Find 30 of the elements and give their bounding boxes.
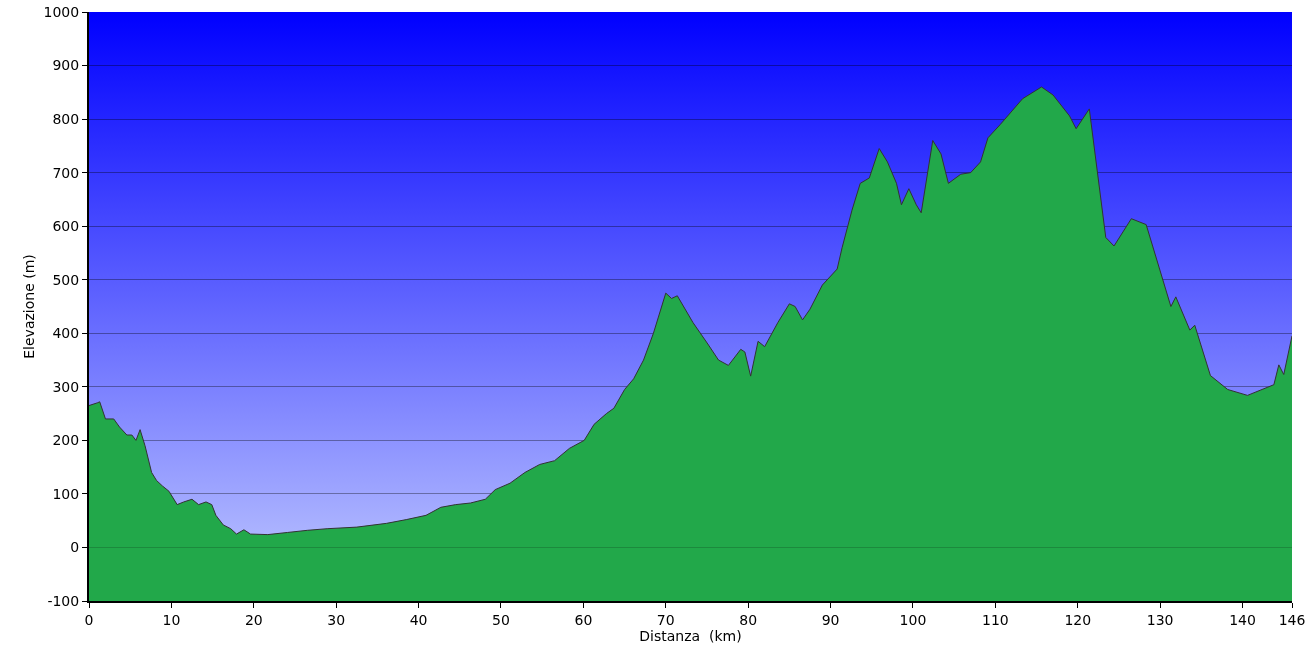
x-tick-label: 70 bbox=[656, 611, 675, 628]
y-tick-label: 600 bbox=[52, 218, 80, 235]
y-tick-label: 100 bbox=[52, 485, 80, 502]
y-tick-label: -100 bbox=[47, 592, 80, 609]
x-tick-label: 50 bbox=[492, 611, 510, 628]
x-tick-label: 40 bbox=[409, 611, 428, 628]
x-axis-title: Distanza (km) bbox=[639, 627, 742, 644]
x-tick-label: 120 bbox=[1064, 611, 1092, 628]
x-tick-label: 110 bbox=[982, 611, 1009, 628]
x-tick-label: 130 bbox=[1146, 611, 1174, 628]
x-tick-label: 60 bbox=[574, 611, 593, 628]
x-tick-label: 100 bbox=[899, 611, 927, 628]
y-tick-label: 300 bbox=[52, 378, 80, 395]
y-tick-label: 900 bbox=[52, 57, 80, 74]
y-tick-label: 800 bbox=[52, 110, 80, 127]
x-tick-label: 0 bbox=[84, 611, 94, 628]
y-axis-title: Elevazione (m) bbox=[20, 254, 37, 359]
x-tick-label: 80 bbox=[739, 611, 758, 628]
y-tick-label: 500 bbox=[52, 271, 80, 288]
x-tick-label: 20 bbox=[244, 611, 263, 628]
x-tick-label: 30 bbox=[327, 611, 346, 628]
x-tick-label: 140 bbox=[1229, 611, 1256, 628]
y-tick-label: 1000 bbox=[43, 3, 80, 20]
x-tick-label: 146 bbox=[1278, 611, 1306, 628]
x-tick-label: 10 bbox=[162, 611, 181, 628]
y-tick-label: 0 bbox=[70, 539, 80, 556]
y-tick-label: 400 bbox=[52, 325, 80, 342]
x-tick-label: 90 bbox=[821, 611, 840, 628]
y-tick-label: 700 bbox=[52, 164, 80, 181]
y-tick-label: 200 bbox=[52, 432, 80, 449]
